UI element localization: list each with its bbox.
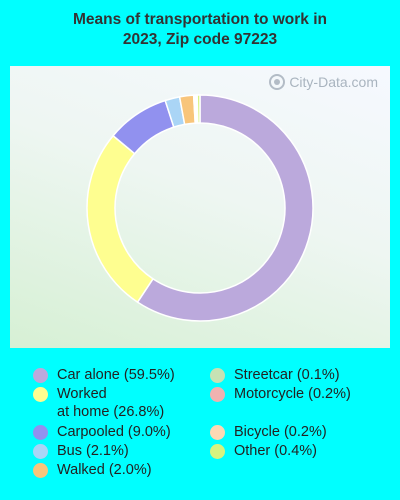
chart-title-line-2: 2023, Zip code 97223 <box>122 31 278 48</box>
legend-label: Carpooled (9.0%) <box>57 424 171 440</box>
legend-item-car-alone: Car alone (59.5%) <box>33 366 175 384</box>
legend-label: Walked (2.0%) <box>57 462 152 478</box>
slice-car-alone <box>136 94 314 322</box>
legend-label: Other (0.4%) <box>234 443 317 459</box>
legend-item-walked: Walked (2.0%) <box>33 461 152 479</box>
chart-title-line-1: Means of transportation to work in <box>72 11 328 28</box>
legend-item-bicycle: Bicycle (0.2%) <box>210 423 327 441</box>
legend-swatch <box>33 463 48 478</box>
watermark-text: City-Data.com <box>289 74 378 90</box>
legend-label: Streetcar (0.1%) <box>234 367 340 383</box>
legend-item-carpooled: Carpooled (9.0%) <box>33 423 171 441</box>
donut-chart <box>86 94 314 322</box>
legend-swatch <box>33 368 48 383</box>
chart-title: Means of transportation to work in 2023,… <box>0 10 400 50</box>
legend-swatch <box>210 425 225 440</box>
legend-swatch <box>210 368 225 383</box>
legend-swatch <box>210 387 225 402</box>
legend-item-streetcar: Streetcar (0.1%) <box>210 366 340 384</box>
legend-swatch <box>33 387 48 402</box>
legend-label: Car alone (59.5%) <box>57 367 175 383</box>
legend-item-worked-at-home: Worked at home (26.8%) <box>33 385 164 421</box>
plot-area: City-Data.com <box>10 66 390 348</box>
legend-item-other: Other (0.4%) <box>210 442 317 460</box>
legend-item-bus: Bus (2.1%) <box>33 442 129 460</box>
legend-swatch <box>33 444 48 459</box>
legend-swatch <box>210 444 225 459</box>
watermark: City-Data.com <box>269 74 378 90</box>
legend-swatch <box>33 425 48 440</box>
legend-label: Bus (2.1%) <box>57 443 129 459</box>
slice-worked-at-home <box>86 134 155 304</box>
legend: Car alone (59.5%) Worked at home (26.8%) C… <box>0 366 400 486</box>
legend-label: Worked at home (26.8%) <box>57 386 165 420</box>
legend-label: Motorcycle (0.2%) <box>234 386 351 402</box>
legend-label: Bicycle (0.2%) <box>234 424 327 440</box>
legend-item-motorcycle: Motorcycle (0.2%) <box>210 385 351 403</box>
city-data-logo-icon <box>269 74 286 90</box>
slice-other <box>196 94 201 124</box>
